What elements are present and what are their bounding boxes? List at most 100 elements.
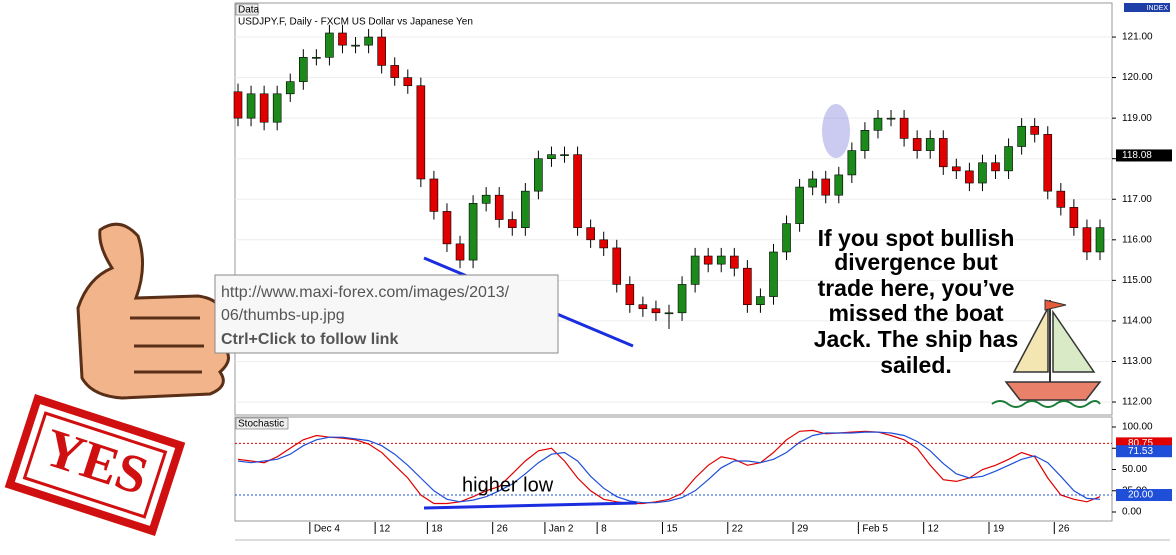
- y-tick-label: 115.00: [1122, 275, 1152, 286]
- candle-body: [1030, 125, 1039, 135]
- candle-body: [703, 255, 713, 265]
- x-tick-label: 12: [928, 524, 940, 535]
- y-tick-label: 112.00: [1122, 397, 1152, 408]
- candle-body: [325, 32, 334, 58]
- candle-body: [272, 93, 282, 123]
- candle-body: [978, 162, 987, 184]
- higher-low-label: higher low: [462, 474, 554, 496]
- last-price-label: 118.08: [1122, 150, 1152, 161]
- candle-body: [938, 138, 948, 168]
- candle-body: [560, 154, 569, 156]
- y-tick-label: 100.00: [1122, 422, 1153, 433]
- x-tick-label: 8: [601, 524, 607, 535]
- message-line: Jack. The ship has: [814, 326, 1019, 352]
- candle-body: [494, 194, 504, 220]
- candle-body: [638, 304, 648, 310]
- tooltip-box[interactable]: [214, 274, 559, 354]
- candle-body: [429, 178, 439, 212]
- candle-body: [795, 186, 804, 224]
- x-tick-label: 26: [1058, 524, 1070, 535]
- axis-badge-box: [1124, 3, 1170, 12]
- y-tick-label: 116.00: [1122, 234, 1152, 245]
- message-line: missed the boat: [828, 300, 1003, 326]
- candle-body: [1095, 227, 1105, 253]
- candle-body: [756, 296, 765, 305]
- candle-body: [377, 36, 386, 66]
- indicator-title: Stochastic: [238, 419, 284, 430]
- message-line: divergence but: [834, 249, 998, 275]
- boat: [991, 299, 1102, 408]
- y-tick-label: 121.00: [1122, 32, 1153, 43]
- candle-body: [860, 130, 870, 151]
- candle-body: [899, 117, 909, 139]
- indicator-label-box: [235, 417, 289, 430]
- x-tick-label: 15: [666, 524, 678, 535]
- candle-body: [573, 154, 582, 228]
- level-box: [1116, 489, 1172, 502]
- last-price-box: [1116, 149, 1172, 162]
- level-label: 20.00: [1128, 490, 1153, 501]
- candle-body: [651, 308, 661, 314]
- candle-body: [390, 65, 400, 78]
- candle-body: [455, 243, 465, 261]
- candle-body: [743, 267, 752, 305]
- candle-body: [808, 178, 817, 188]
- chart-title: USDJPY.F, Daily - FXCM US Dollar vs Japa…: [238, 17, 473, 28]
- y-tick-label: 117.00: [1122, 194, 1152, 205]
- candle-body: [782, 223, 791, 253]
- candle-body: [507, 219, 517, 228]
- candle-body: [351, 44, 360, 47]
- last-value-box: [1116, 445, 1172, 458]
- candle-body: [312, 57, 321, 59]
- divergence-line-indicator: [423, 501, 638, 510]
- candle-body: [233, 91, 243, 119]
- candle-body: [821, 178, 831, 196]
- candle-body: [716, 255, 726, 265]
- candle-body: [873, 117, 883, 131]
- candle-body: [769, 251, 778, 297]
- candle-body: [612, 247, 622, 285]
- last-value-label: 71.53: [1128, 446, 1153, 457]
- candle-body: [625, 284, 635, 305]
- indicator-line: [237, 431, 1101, 504]
- tooltip[interactable]: http://www.maxi-forex.com/images/2013/ 0…: [214, 274, 559, 354]
- y-tick-label: 0.00: [1122, 507, 1142, 518]
- candle-body: [468, 203, 478, 261]
- axis-badge: INDEX: [1147, 5, 1169, 12]
- candle-body: [886, 117, 896, 120]
- panel-label-box: [235, 3, 259, 16]
- y-tick-label: 114.00: [1122, 316, 1152, 327]
- highlight: [822, 104, 850, 158]
- level-label: 80.75: [1128, 438, 1153, 449]
- candle-body: [664, 312, 674, 315]
- candle-body: [364, 36, 373, 46]
- x-tick-label: 18: [431, 524, 443, 535]
- message-line: trade here, you’ve: [818, 275, 1015, 301]
- x-tick-label: 19: [993, 524, 1005, 535]
- candle-body: [416, 85, 426, 180]
- x-tick-label: Dec 4: [314, 524, 341, 535]
- marks: 121.00120.00119.00118.00117.00116.00115.…: [233, 24, 1172, 535]
- candle-body: [834, 174, 844, 196]
- indicator-panel: [234, 416, 1113, 522]
- tooltip-url[interactable]: 06/thumbs-up.jpg: [221, 307, 345, 324]
- candle-body: [1004, 146, 1013, 172]
- tooltip-url[interactable]: http://www.maxi-forex.com/images/2013/: [221, 284, 510, 301]
- candle-body: [847, 150, 857, 176]
- candle-body: [912, 138, 922, 151]
- candle-body: [1056, 190, 1066, 208]
- y-tick-label: 120.00: [1122, 72, 1153, 83]
- candle-body: [481, 194, 491, 204]
- candle-body: [586, 227, 595, 241]
- candle-body: [1043, 134, 1053, 192]
- candle-body: [547, 154, 556, 159]
- candle-body: [1082, 227, 1092, 253]
- candle-body: [991, 162, 1000, 172]
- tooltip-action[interactable]: Ctrl+Click to follow link: [221, 331, 398, 348]
- candle-body: [442, 211, 452, 245]
- x-tick-label: Feb 5: [862, 524, 888, 535]
- candle-body: [1017, 125, 1026, 147]
- candle-body: [599, 239, 608, 249]
